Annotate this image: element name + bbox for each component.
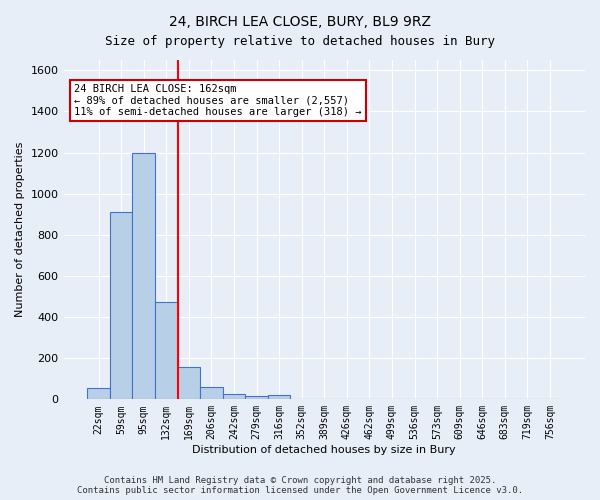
Bar xyxy=(178,368,200,400)
Bar xyxy=(133,152,155,400)
Bar xyxy=(245,396,268,400)
Bar xyxy=(110,212,133,400)
Text: 24 BIRCH LEA CLOSE: 162sqm
← 89% of detached houses are smaller (2,557)
11% of s: 24 BIRCH LEA CLOSE: 162sqm ← 89% of deta… xyxy=(74,84,361,117)
Y-axis label: Number of detached properties: Number of detached properties xyxy=(15,142,25,318)
Bar xyxy=(223,394,245,400)
Bar xyxy=(268,395,290,400)
Bar xyxy=(200,387,223,400)
Text: Contains HM Land Registry data © Crown copyright and database right 2025.
Contai: Contains HM Land Registry data © Crown c… xyxy=(77,476,523,495)
Text: 24, BIRCH LEA CLOSE, BURY, BL9 9RZ: 24, BIRCH LEA CLOSE, BURY, BL9 9RZ xyxy=(169,15,431,29)
Bar xyxy=(87,388,110,400)
Bar xyxy=(155,302,178,400)
X-axis label: Distribution of detached houses by size in Bury: Distribution of detached houses by size … xyxy=(193,445,456,455)
Text: Size of property relative to detached houses in Bury: Size of property relative to detached ho… xyxy=(105,35,495,48)
